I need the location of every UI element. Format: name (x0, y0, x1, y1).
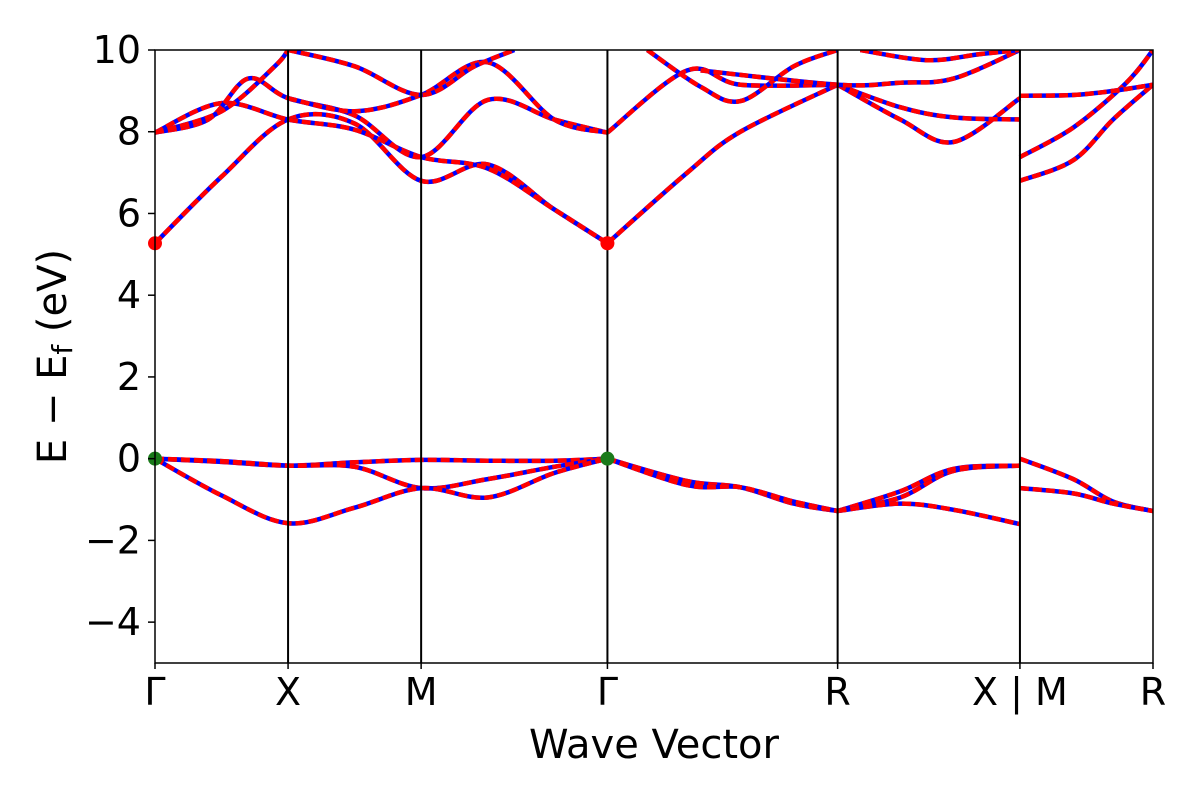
y-axis-ticks: −4 −2 0 2 4 6 8 10 (85, 28, 155, 644)
band-line-overlay-7 (836, 463, 1021, 514)
x-tick-label: R (1140, 670, 1166, 714)
x-tick-label: X (275, 670, 301, 714)
y-tick-label: 10 (93, 28, 141, 72)
y-tick-label: −4 (85, 600, 141, 644)
band-line-overlay-5 (606, 456, 839, 514)
y-tick-label: 8 (117, 110, 141, 154)
band-line-24 (1019, 82, 1153, 183)
cbm-marker-4 (600, 236, 615, 251)
y-tick-label: 4 (117, 273, 141, 317)
band-line-overlay-3 (155, 456, 608, 526)
band-line-overlay-19 (646, 50, 839, 105)
y-tick-label: 6 (117, 191, 141, 235)
y-axis-label: E − Ef (eV) (30, 249, 79, 464)
band-line-overlay-15 (287, 59, 608, 135)
y-tick-label: 2 (117, 355, 141, 399)
x-axis-label: Wave Vector (529, 722, 780, 768)
x-tick-label: X | M (972, 670, 1068, 715)
band-lines (155, 50, 1153, 527)
band-line-17 (605, 82, 839, 245)
band-line-overlay-2 (155, 456, 608, 491)
plot-frame (154, 49, 1154, 664)
vbm-marker-2 (600, 451, 615, 466)
y-tick-label: 0 (117, 437, 141, 481)
extrema-markers (148, 236, 615, 466)
band-line-overlay-23 (859, 50, 1021, 63)
band-line-overlay-17 (605, 82, 839, 245)
band-line-overlay-10 (1019, 485, 1153, 514)
band-line-overlay-9 (1019, 456, 1153, 514)
band-line-overlay-13 (155, 75, 608, 160)
y-tick-label: −2 (85, 518, 141, 562)
x-tick-label: Γ (144, 670, 165, 714)
band-line-26 (1019, 82, 1153, 99)
band-line-overlay-8 (837, 501, 1021, 527)
x-tick-label: R (824, 670, 850, 714)
band-line-overlay-21 (836, 82, 1020, 122)
x-tick-label: M (405, 670, 438, 714)
band-line-overlay-24 (1019, 82, 1153, 183)
x-axis-ticks: Γ X M Γ R X | M R (144, 663, 1166, 715)
band-line-overlay-16 (287, 50, 516, 98)
high-symmetry-lines (287, 50, 1021, 663)
band-line-overlay-25 (1018, 50, 1153, 160)
x-tick-label: Γ (597, 670, 618, 714)
band-line-overlay-22 (700, 50, 1021, 88)
band-line-overlay-14 (155, 50, 290, 135)
